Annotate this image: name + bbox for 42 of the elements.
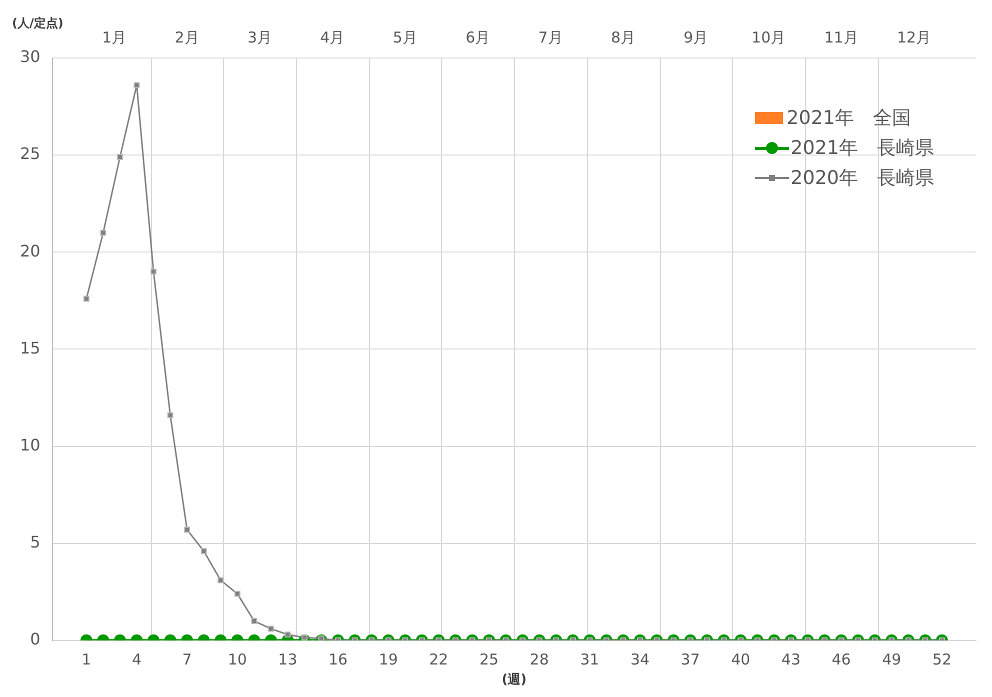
x-tick-label: 31 <box>580 650 600 668</box>
y-tick-label: 5 <box>30 532 40 552</box>
text: 10月 <box>752 28 786 46</box>
legend-label: 2021年 長崎県 <box>790 136 934 161</box>
y-axis-title: (人/定点) <box>12 16 64 30</box>
y-tick-label: 10 <box>20 435 40 454</box>
x-tick-label: 1 <box>82 650 92 668</box>
text: 4月 <box>320 28 345 46</box>
legend-label: 2020年 長崎県 <box>790 166 934 191</box>
x-tick-label: 25 <box>479 650 499 668</box>
x-tick-label: 40 <box>731 650 750 668</box>
x-tick-label: 34 <box>630 650 650 668</box>
text: 12月 <box>896 28 932 46</box>
x-axis-title: (週) <box>502 672 527 688</box>
x-tick-label: 4 <box>132 650 142 668</box>
text: 8月 <box>610 28 636 46</box>
y-tick-label: 30 <box>20 47 40 66</box>
x-tick-label: 16 <box>328 650 348 668</box>
x-tick-label: 13 <box>278 650 298 668</box>
text: 11月 <box>824 28 858 46</box>
text: 1月 <box>102 28 127 46</box>
text: 5月 <box>392 28 418 46</box>
text: 6月 <box>466 28 490 46</box>
y-tick-label: 15 <box>20 338 40 358</box>
x-tick-label: 19 <box>378 650 398 668</box>
x-tick-label: 10 <box>228 650 247 668</box>
x-tick-label: 52 <box>932 650 952 668</box>
text: 9月 <box>684 28 708 46</box>
y-tick-label: 25 <box>20 144 40 164</box>
y-tick-label: 0 <box>30 630 40 649</box>
x-tick-label: 43 <box>781 650 801 668</box>
x-tick-label: 37 <box>680 650 700 668</box>
text: 7月 <box>538 28 563 46</box>
x-tick-label: 7 <box>182 650 192 668</box>
x-tick-label: 46 <box>832 650 851 668</box>
y-tick-label: 20 <box>20 241 40 260</box>
x-tick-label: 22 <box>429 650 448 668</box>
text: 2月 <box>174 28 200 46</box>
x-tick-label: 28 <box>530 650 549 668</box>
text: 3月 <box>247 28 272 46</box>
x-tick-label: 49 <box>882 650 902 668</box>
legend-label: 2021年 全国 <box>786 106 911 131</box>
